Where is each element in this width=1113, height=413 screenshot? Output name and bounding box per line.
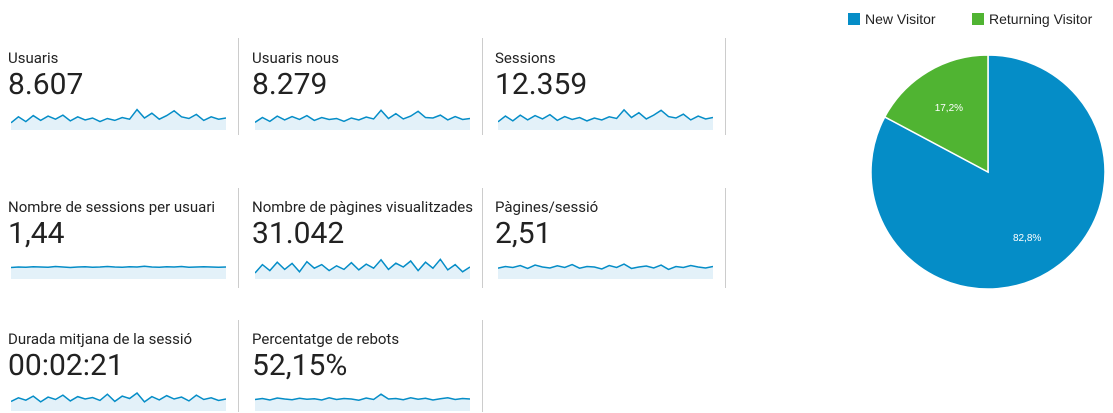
metric-label-text: Durada mitjana de la sessió — [8, 330, 193, 348]
sparkline-line — [11, 391, 226, 403]
sparkline-line — [11, 265, 226, 269]
metric-tile: Pàgines/sessió 2,51 — [495, 177, 725, 281]
metric-label: Percentatge de rebots — [252, 309, 482, 349]
metric-value: 00:02:21 — [8, 348, 124, 383]
metric-tile: Usuaris 8.607 — [8, 28, 238, 132]
sparkline — [498, 108, 713, 130]
separator — [725, 188, 726, 288]
separator — [238, 188, 239, 288]
metric-label-text: Percentatge de rebots — [252, 330, 400, 348]
metric-value: 31.042 — [252, 216, 345, 251]
separator — [238, 320, 239, 412]
sparkline — [11, 265, 226, 279]
metric-label: Usuaris — [8, 28, 238, 68]
metric-value: 2,51 — [495, 216, 552, 251]
sparkline — [498, 263, 713, 279]
metric-value: 1,44 — [8, 216, 65, 251]
sparkline-line — [11, 108, 226, 124]
separator — [482, 320, 483, 412]
metric-value: 8.279 — [252, 67, 328, 102]
sparkline — [255, 393, 470, 411]
metric-label-text: Nombre de sessions per usuari — [8, 198, 216, 216]
pie-slice — [870, 54, 1106, 290]
metric-label: Nombre de pàgines visualitzades — [252, 177, 482, 217]
metric-label: Usuaris nous — [252, 28, 482, 68]
separator — [482, 188, 483, 288]
metric-tile: Percentatge de rebots 52,15% — [252, 309, 482, 413]
sparkline — [11, 108, 226, 130]
metric-value: 12.359 — [495, 67, 588, 102]
legend-label: Returning Visitor — [989, 11, 1093, 27]
metric-tile: Nombre de pàgines visualitzades 31.042 — [252, 177, 482, 281]
sparkline-line — [255, 258, 470, 274]
metric-value: 52,15% — [252, 348, 348, 383]
legend-label: New Visitor — [865, 11, 936, 27]
sparkline-area — [11, 109, 226, 130]
sparkline-line — [255, 393, 470, 401]
sparkline-line — [498, 263, 713, 271]
sparkline — [255, 258, 470, 279]
metric-label-text: Nombre de pàgines visualitzades — [252, 198, 473, 216]
metric-value: 8.607 — [8, 67, 84, 102]
metric-tile: Sessions 12.359 — [495, 28, 725, 132]
slice-label: 82,8% — [1013, 233, 1041, 244]
metric-label: Nombre de sessions per usuari — [8, 177, 238, 217]
metric-tile: Usuaris nous 8.279 — [252, 28, 482, 132]
separator — [238, 38, 239, 135]
sparkline-line — [498, 108, 713, 123]
metric-label-text: Pàgines/sessió — [495, 198, 599, 216]
metric-label: Sessions — [495, 28, 725, 68]
metric-label: Pàgines/sessió — [495, 177, 725, 217]
separator — [482, 38, 483, 135]
separator — [725, 38, 726, 135]
sparkline-area — [498, 109, 713, 130]
metric-tile: Nombre de sessions per usuari 1,44 — [8, 177, 238, 281]
metric-label-text: Usuaris — [8, 49, 59, 67]
sparkline-area — [255, 110, 470, 130]
metric-label-text: Usuaris nous — [252, 49, 339, 67]
sparkline-area — [11, 266, 226, 279]
sparkline — [11, 391, 226, 411]
sparkline-area — [498, 264, 713, 279]
metric-label: Durada mitjana de la sessió — [8, 309, 238, 349]
metric-tile: Durada mitjana de la sessió 00:02:21 — [8, 309, 238, 413]
sparkline — [255, 109, 470, 130]
legend-swatch — [972, 13, 984, 25]
pie-slice — [883, 54, 989, 174]
sparkline-area — [11, 393, 226, 411]
metric-label-text: Sessions — [495, 49, 556, 67]
slice-label: 17,2% — [935, 103, 963, 114]
sparkline-area — [255, 394, 470, 411]
legend-swatch — [848, 13, 860, 25]
sparkline-line — [255, 109, 470, 123]
